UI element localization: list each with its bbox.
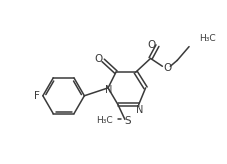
Text: N: N bbox=[135, 104, 143, 114]
Text: F: F bbox=[34, 91, 40, 101]
Text: H₃C: H₃C bbox=[198, 34, 215, 43]
Text: O: O bbox=[163, 63, 171, 73]
Text: O: O bbox=[94, 54, 102, 64]
Text: O: O bbox=[147, 40, 155, 50]
Text: H₃C: H₃C bbox=[95, 116, 112, 125]
Text: S: S bbox=[124, 116, 131, 126]
Text: N: N bbox=[105, 85, 112, 95]
